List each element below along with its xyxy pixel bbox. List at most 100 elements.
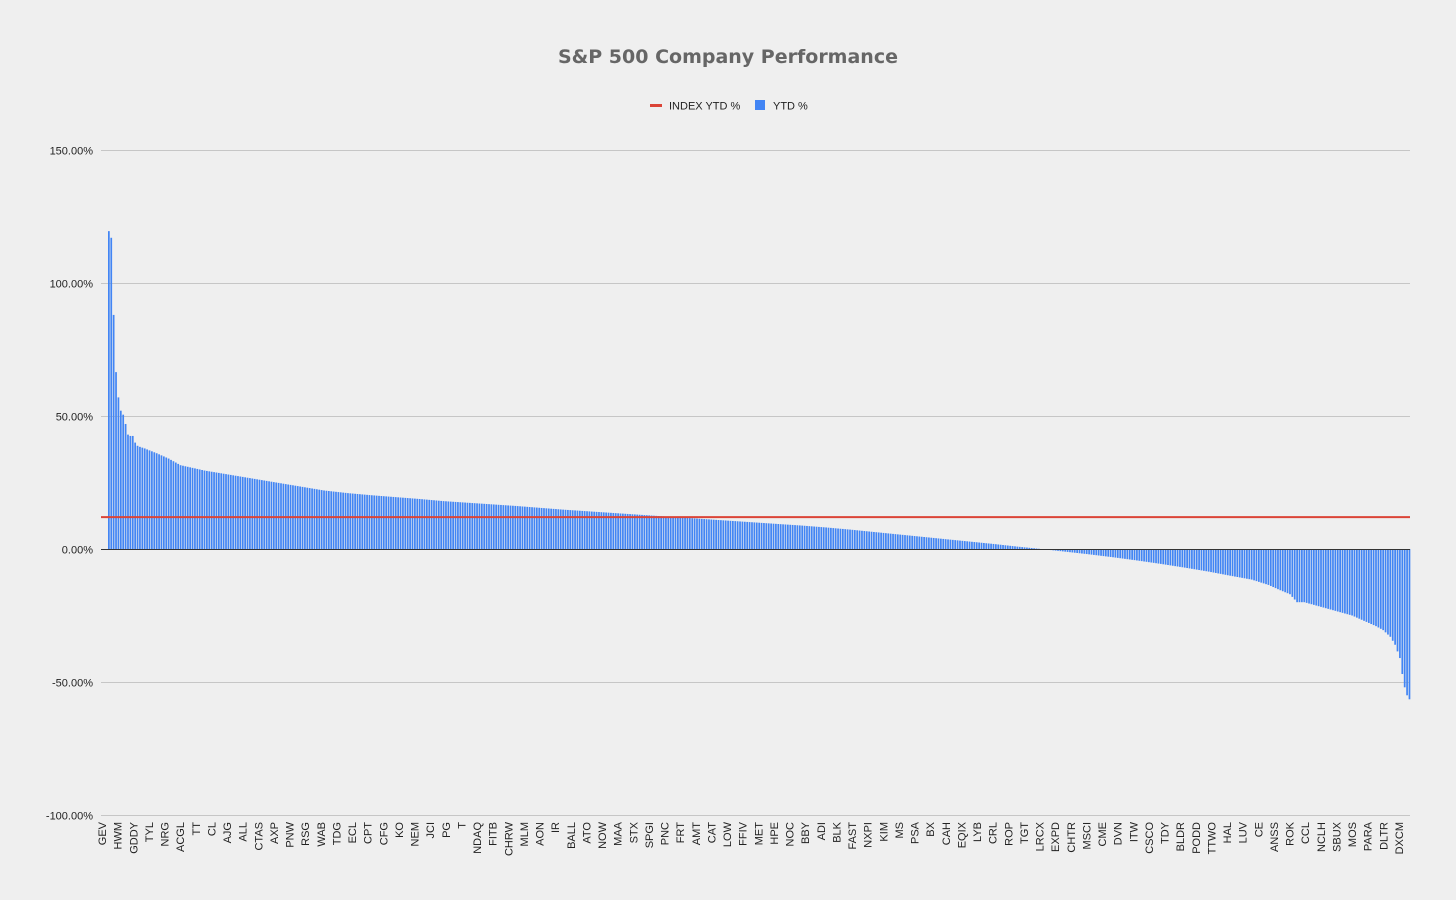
bar <box>1066 549 1069 552</box>
bar-series-ytd <box>108 231 1411 700</box>
bar <box>968 541 971 549</box>
x-tick-label: HPE <box>769 822 781 845</box>
bar <box>1093 549 1095 555</box>
x-tick-label: NXPI <box>863 822 875 848</box>
bar <box>1269 549 1272 586</box>
bar <box>1155 549 1157 564</box>
bar <box>1408 549 1411 700</box>
bar <box>708 519 710 549</box>
x-tick-label: TYL <box>144 822 156 842</box>
bar <box>1085 549 1088 555</box>
x-tick-label: ECL <box>347 822 359 843</box>
x-tick-label: CFG <box>378 822 390 845</box>
bar <box>710 519 713 549</box>
x-tick-label: ROP <box>1003 822 1015 846</box>
legend-label-index-ytd: INDEX YTD % <box>669 101 741 113</box>
bar <box>249 478 251 549</box>
bar <box>980 542 983 549</box>
x-tick-label: ITW <box>1128 821 1140 842</box>
bar <box>378 495 380 549</box>
bar <box>779 524 782 549</box>
x-tick-label: CHRW <box>503 821 515 856</box>
bar <box>1205 549 1208 572</box>
bar <box>622 513 624 549</box>
bar <box>1164 549 1167 565</box>
bar <box>323 490 325 549</box>
bar <box>538 507 541 549</box>
bar <box>414 498 416 549</box>
x-tick-label: AXP <box>269 822 281 844</box>
bar <box>569 510 572 549</box>
bar <box>626 513 629 549</box>
bar <box>645 515 648 549</box>
bar <box>564 509 567 549</box>
bar <box>1246 549 1248 579</box>
bar <box>1217 549 1220 574</box>
bar <box>892 533 894 549</box>
bar <box>662 516 665 549</box>
bar <box>772 523 775 549</box>
bar <box>674 517 677 549</box>
bar <box>543 508 545 549</box>
bar <box>1009 545 1012 549</box>
bar <box>877 532 880 549</box>
bar <box>112 314 115 549</box>
bar <box>354 493 356 549</box>
bar <box>471 503 474 549</box>
x-tick-label: LOW <box>722 821 734 847</box>
bar <box>320 490 323 549</box>
bar <box>734 521 737 549</box>
x-tick-label: FITB <box>488 822 500 846</box>
bar <box>239 476 242 549</box>
bar <box>1336 549 1339 612</box>
bar <box>581 510 584 549</box>
bar <box>920 536 923 549</box>
x-tick-label: TDY <box>1160 821 1172 844</box>
bar <box>270 481 273 549</box>
x-tick-label: AJG <box>222 822 234 843</box>
bar <box>655 515 658 549</box>
bar <box>918 536 921 549</box>
bar <box>387 496 390 549</box>
bar <box>275 482 278 549</box>
bar <box>1021 547 1024 549</box>
bar <box>399 497 402 549</box>
bar <box>1002 545 1004 549</box>
bar <box>495 504 498 549</box>
bar <box>545 508 548 549</box>
bar <box>342 492 345 549</box>
bar <box>191 467 194 549</box>
bar <box>136 445 139 549</box>
bar <box>574 510 576 549</box>
bar <box>973 542 976 549</box>
bar <box>394 497 397 549</box>
legend-item-index-ytd[interactable]: INDEX YTD % <box>650 101 741 113</box>
bar <box>1308 549 1310 604</box>
bar <box>839 528 842 549</box>
bar <box>851 529 854 549</box>
bar <box>949 539 952 549</box>
bar <box>229 474 232 549</box>
x-tick-label: MOS <box>1347 822 1359 847</box>
bar <box>332 491 335 549</box>
bar <box>1059 549 1062 552</box>
bar <box>385 496 388 549</box>
x-tick-label: IR <box>550 822 562 833</box>
x-tick-label: ADI <box>816 822 828 840</box>
bar <box>698 518 701 549</box>
x-tick-label: STX <box>628 821 640 843</box>
bar <box>227 474 230 549</box>
bar <box>1081 549 1083 554</box>
x-tick-label: CE <box>1253 822 1265 837</box>
bar <box>215 472 218 549</box>
x-tick-label: FRT <box>675 822 687 843</box>
bar <box>143 448 146 549</box>
bar <box>753 522 756 549</box>
bar <box>447 501 450 549</box>
bar <box>653 515 655 549</box>
bar <box>225 474 227 549</box>
bar <box>1069 549 1071 553</box>
bar <box>186 466 189 549</box>
legend-item-ytd[interactable]: YTD % <box>755 100 808 113</box>
bar <box>1310 549 1313 605</box>
